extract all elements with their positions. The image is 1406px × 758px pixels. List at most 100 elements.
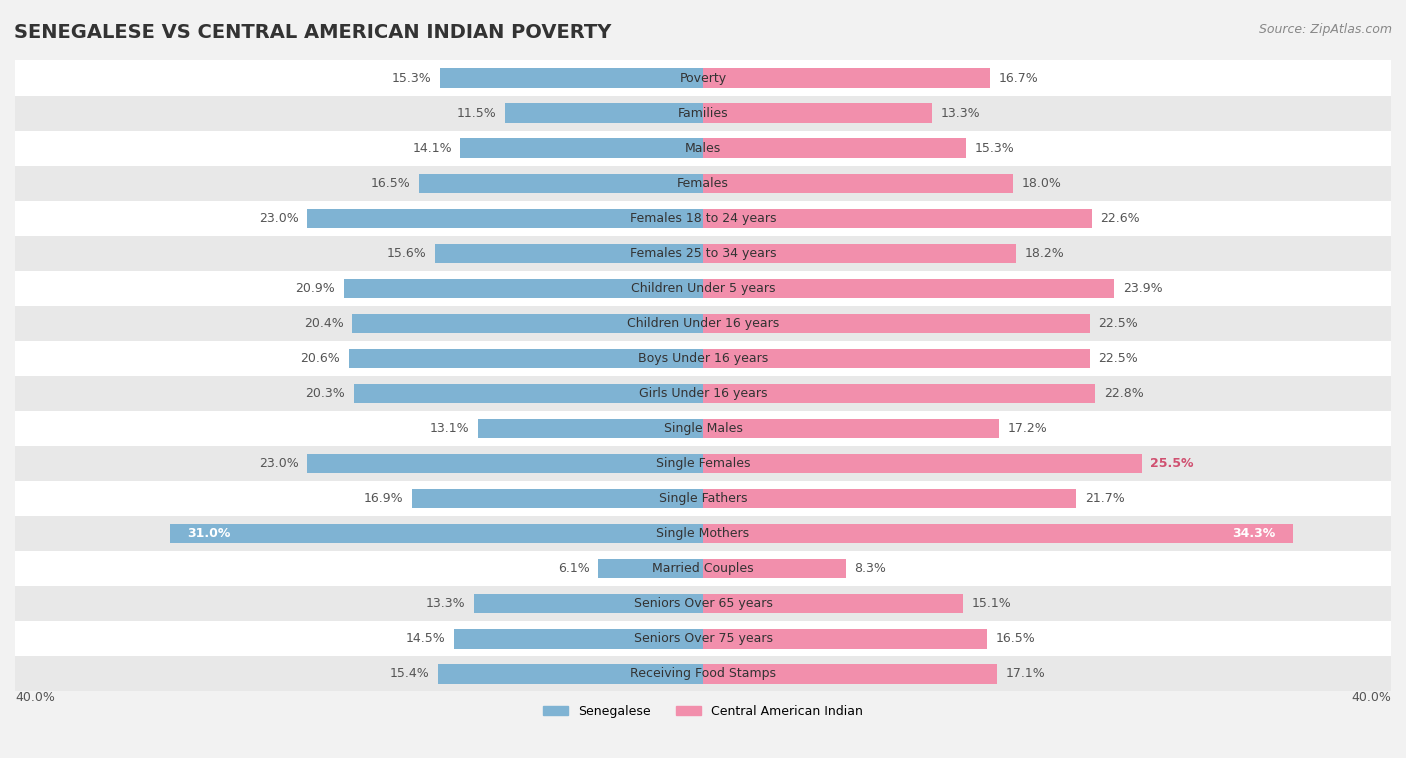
Bar bbox=[15, 130, 1391, 166]
Text: Boys Under 16 years: Boys Under 16 years bbox=[638, 352, 768, 365]
Bar bbox=[15, 376, 1391, 411]
Bar bbox=[440, 68, 703, 88]
Bar bbox=[703, 594, 963, 613]
Bar bbox=[15, 516, 1391, 551]
Text: Seniors Over 75 years: Seniors Over 75 years bbox=[634, 632, 772, 645]
Text: Seniors Over 65 years: Seniors Over 65 years bbox=[634, 597, 772, 610]
Text: 21.7%: 21.7% bbox=[1085, 492, 1125, 505]
Text: Single Males: Single Males bbox=[664, 422, 742, 435]
Text: Source: ZipAtlas.com: Source: ZipAtlas.com bbox=[1258, 23, 1392, 36]
Text: 13.3%: 13.3% bbox=[426, 597, 465, 610]
Text: 18.0%: 18.0% bbox=[1021, 177, 1062, 190]
Bar bbox=[703, 349, 1090, 368]
Text: Females: Females bbox=[678, 177, 728, 190]
Text: Single Mothers: Single Mothers bbox=[657, 528, 749, 540]
Bar bbox=[703, 174, 1012, 193]
Text: 40.0%: 40.0% bbox=[15, 691, 55, 704]
Text: 23.0%: 23.0% bbox=[259, 457, 299, 470]
Text: 17.1%: 17.1% bbox=[1005, 668, 1046, 681]
Text: Receiving Food Stamps: Receiving Food Stamps bbox=[630, 668, 776, 681]
Text: 34.3%: 34.3% bbox=[1233, 528, 1275, 540]
Bar bbox=[434, 243, 703, 263]
Bar bbox=[703, 384, 1095, 403]
Text: Poverty: Poverty bbox=[679, 71, 727, 84]
Text: 11.5%: 11.5% bbox=[457, 107, 496, 120]
Text: Single Females: Single Females bbox=[655, 457, 751, 470]
Text: 16.7%: 16.7% bbox=[998, 71, 1039, 84]
Text: 17.2%: 17.2% bbox=[1008, 422, 1047, 435]
Bar bbox=[354, 384, 703, 403]
Text: 20.9%: 20.9% bbox=[295, 282, 335, 295]
Bar bbox=[703, 454, 1142, 473]
Bar bbox=[703, 68, 990, 88]
Text: Single Fathers: Single Fathers bbox=[659, 492, 747, 505]
Bar bbox=[703, 664, 997, 684]
Text: Females 18 to 24 years: Females 18 to 24 years bbox=[630, 211, 776, 224]
Bar bbox=[505, 103, 703, 123]
Bar bbox=[15, 411, 1391, 446]
Bar bbox=[15, 201, 1391, 236]
Bar bbox=[703, 279, 1114, 298]
Text: 13.3%: 13.3% bbox=[941, 107, 980, 120]
Bar bbox=[703, 139, 966, 158]
Text: Families: Families bbox=[678, 107, 728, 120]
Bar bbox=[15, 341, 1391, 376]
Text: 25.5%: 25.5% bbox=[1150, 457, 1194, 470]
Text: 22.8%: 22.8% bbox=[1104, 387, 1143, 400]
Text: 16.5%: 16.5% bbox=[371, 177, 411, 190]
Bar bbox=[703, 419, 998, 438]
Text: 15.6%: 15.6% bbox=[387, 247, 426, 260]
Bar bbox=[15, 551, 1391, 587]
Text: 23.0%: 23.0% bbox=[259, 211, 299, 224]
Text: Girls Under 16 years: Girls Under 16 years bbox=[638, 387, 768, 400]
Bar bbox=[15, 306, 1391, 341]
Text: 18.2%: 18.2% bbox=[1025, 247, 1064, 260]
Text: 22.5%: 22.5% bbox=[1098, 317, 1139, 330]
Bar bbox=[419, 174, 703, 193]
Text: 20.3%: 20.3% bbox=[305, 387, 346, 400]
Text: 15.1%: 15.1% bbox=[972, 597, 1011, 610]
Text: 22.5%: 22.5% bbox=[1098, 352, 1139, 365]
Text: 20.4%: 20.4% bbox=[304, 317, 343, 330]
Bar bbox=[439, 664, 703, 684]
Bar bbox=[703, 103, 932, 123]
Bar bbox=[15, 587, 1391, 622]
Bar bbox=[15, 656, 1391, 691]
Bar bbox=[474, 594, 703, 613]
Text: Children Under 16 years: Children Under 16 years bbox=[627, 317, 779, 330]
Text: 15.4%: 15.4% bbox=[389, 668, 429, 681]
Bar bbox=[703, 629, 987, 649]
Bar bbox=[703, 524, 1294, 543]
Text: 14.1%: 14.1% bbox=[412, 142, 451, 155]
Bar bbox=[703, 489, 1076, 509]
Bar bbox=[412, 489, 703, 509]
Text: 8.3%: 8.3% bbox=[855, 562, 886, 575]
Text: Females 25 to 34 years: Females 25 to 34 years bbox=[630, 247, 776, 260]
Bar bbox=[349, 349, 703, 368]
Text: Males: Males bbox=[685, 142, 721, 155]
Legend: Senegalese, Central American Indian: Senegalese, Central American Indian bbox=[538, 700, 868, 723]
Text: 15.3%: 15.3% bbox=[974, 142, 1015, 155]
Bar bbox=[15, 61, 1391, 96]
Bar bbox=[478, 419, 703, 438]
Text: 15.3%: 15.3% bbox=[391, 71, 432, 84]
Bar bbox=[703, 208, 1091, 228]
Text: 13.1%: 13.1% bbox=[429, 422, 470, 435]
Text: SENEGALESE VS CENTRAL AMERICAN INDIAN POVERTY: SENEGALESE VS CENTRAL AMERICAN INDIAN PO… bbox=[14, 23, 612, 42]
Bar bbox=[15, 96, 1391, 130]
Text: 6.1%: 6.1% bbox=[558, 562, 589, 575]
Bar bbox=[703, 314, 1090, 333]
Text: 20.6%: 20.6% bbox=[301, 352, 340, 365]
Text: 23.9%: 23.9% bbox=[1122, 282, 1163, 295]
Text: 22.6%: 22.6% bbox=[1101, 211, 1140, 224]
Bar bbox=[703, 559, 846, 578]
Bar bbox=[170, 524, 703, 543]
Text: 14.5%: 14.5% bbox=[405, 632, 446, 645]
Text: Children Under 5 years: Children Under 5 years bbox=[631, 282, 775, 295]
Bar bbox=[703, 243, 1017, 263]
Bar bbox=[598, 559, 703, 578]
Bar bbox=[461, 139, 703, 158]
Bar bbox=[308, 208, 703, 228]
Bar bbox=[308, 454, 703, 473]
Bar bbox=[15, 481, 1391, 516]
